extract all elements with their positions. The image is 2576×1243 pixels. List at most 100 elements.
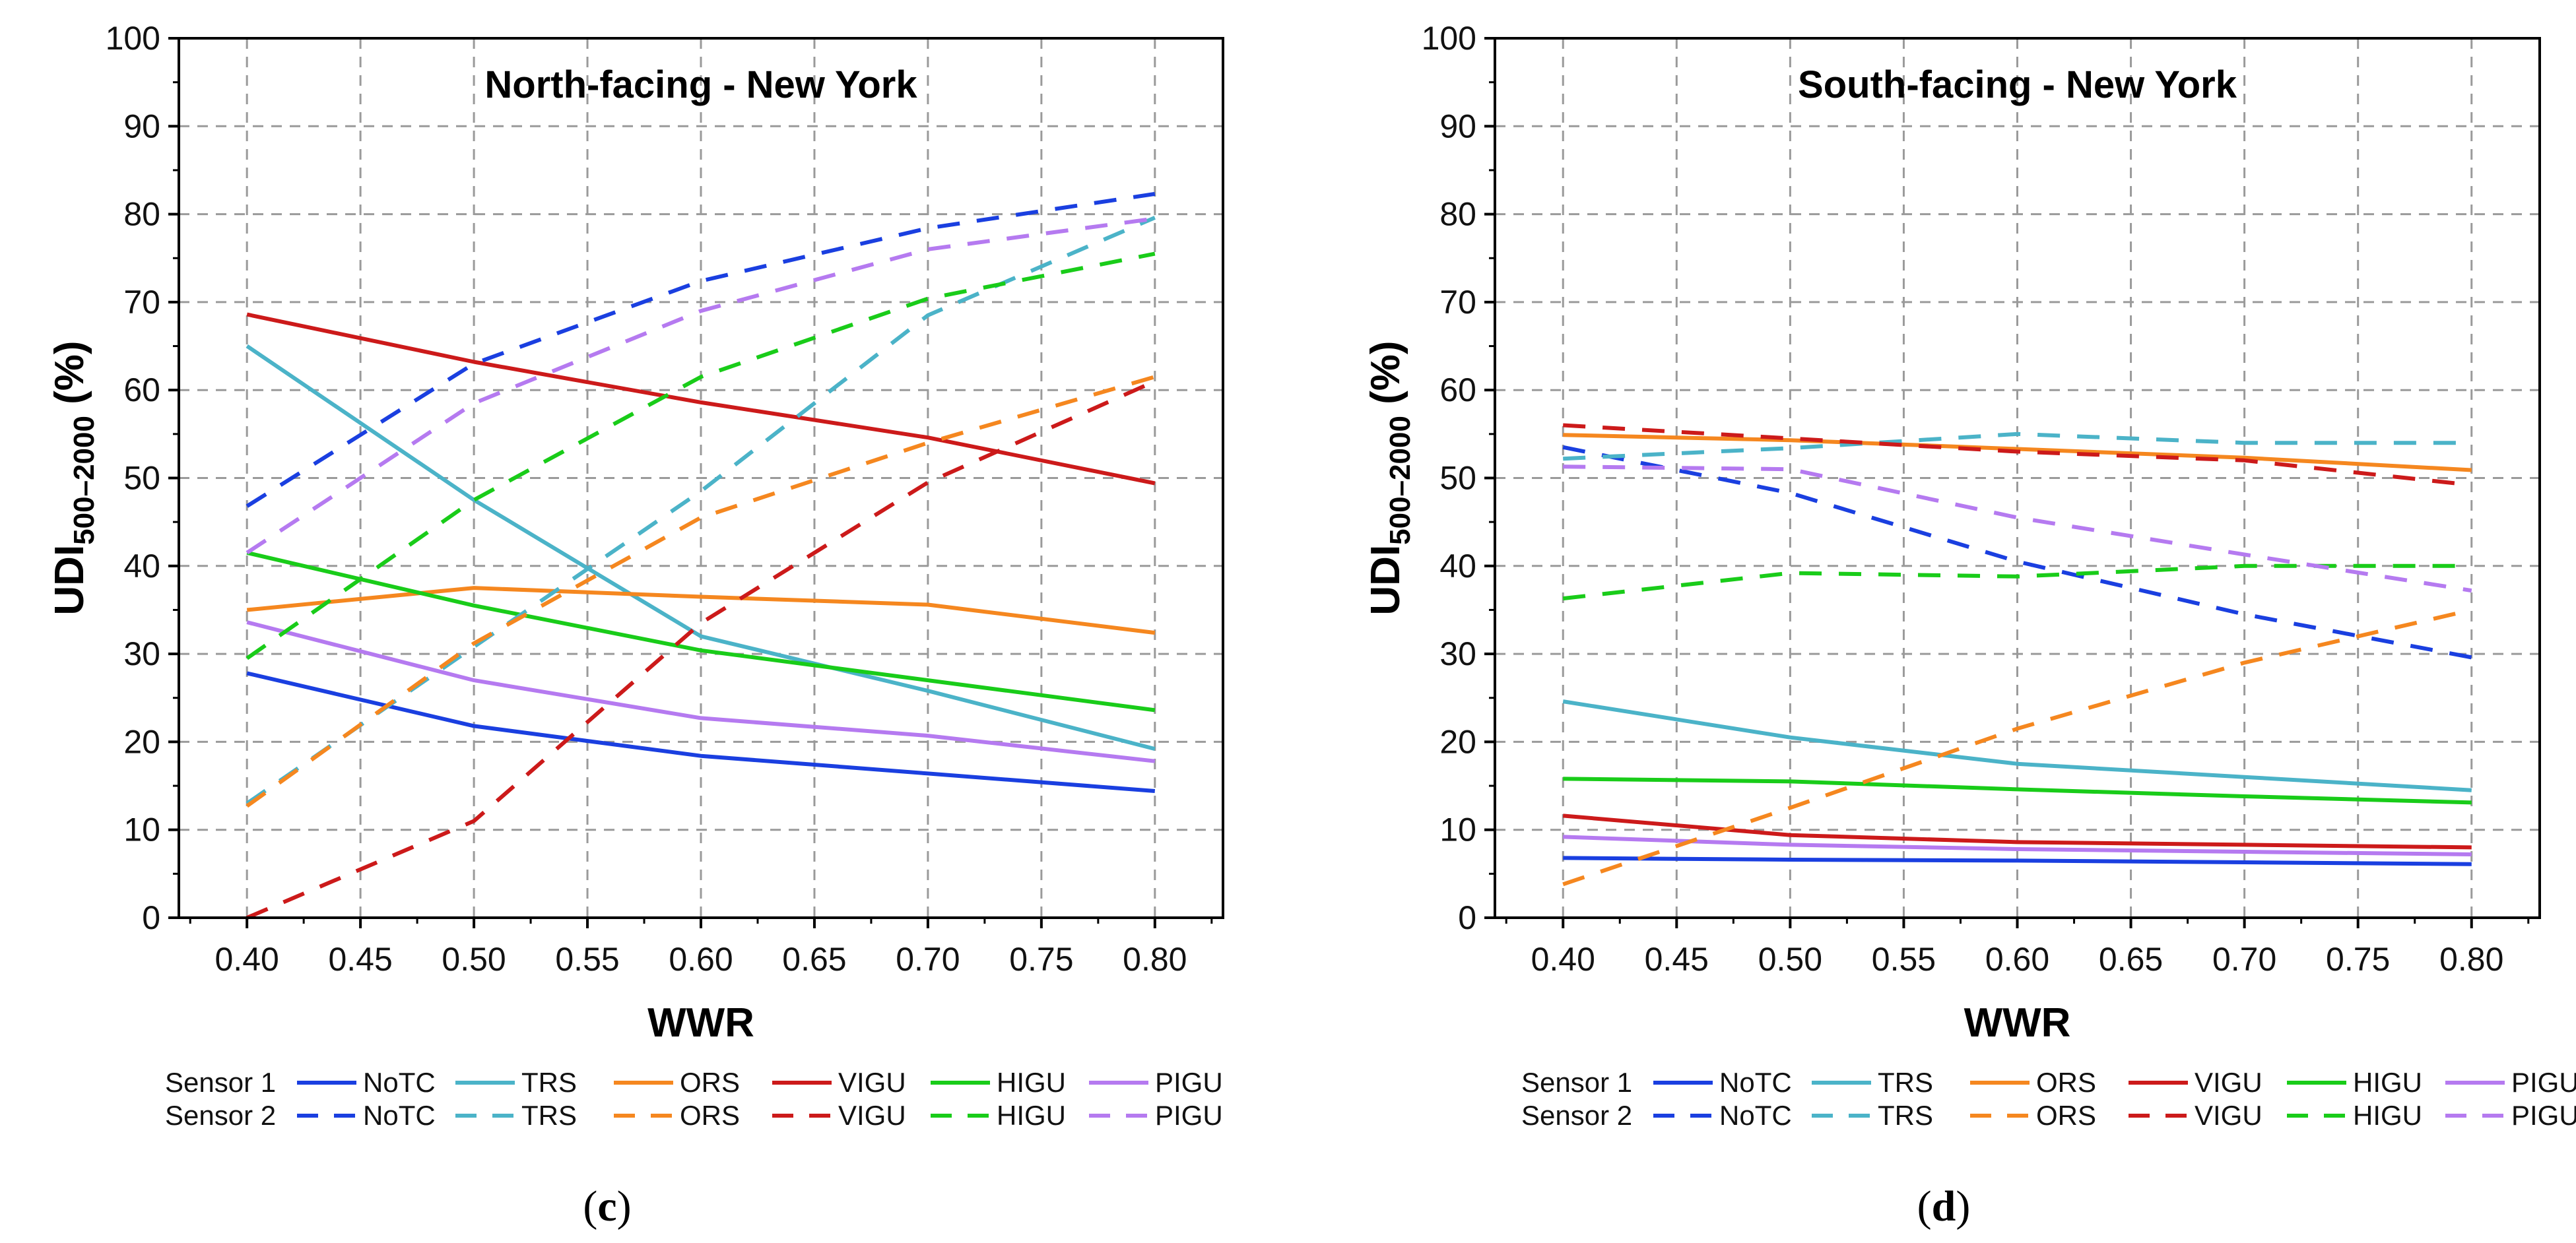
legend-entry-notc: NoTC: [363, 1100, 436, 1131]
y-tick-label: 50: [1439, 460, 1476, 497]
legend-row-label: Sensor 1: [1521, 1067, 1632, 1098]
panel-label: (c): [583, 1182, 631, 1230]
y-tick-label: 20: [1439, 723, 1476, 760]
panel-label-letter: d: [1932, 1182, 1956, 1230]
x-tick-label: 0.40: [1531, 941, 1595, 978]
y-tick-label: 80: [123, 196, 160, 233]
x-tick-label: 0.75: [1009, 941, 1073, 978]
series-line-pigu-sensor1: [246, 620, 1156, 763]
x-tick-label: 0.40: [215, 941, 279, 978]
legend-entry-notc: NoTC: [1719, 1067, 1792, 1098]
y-axis-title: UDI500–2000 (%): [47, 340, 100, 615]
legend-entry-pigu: PIGU: [2511, 1100, 2576, 1131]
y-tick-label: 40: [1439, 548, 1476, 585]
x-tick-label: 0.55: [555, 941, 619, 978]
panel-label-open: (: [583, 1182, 597, 1230]
series-line-ors-sensor2: [1562, 608, 2472, 887]
panel-label-open: (: [1917, 1182, 1932, 1230]
legend-entry-pigu: PIGU: [1155, 1100, 1223, 1131]
legend-entry-ors: ORS: [680, 1067, 740, 1098]
legend-entry-higu: HIGU: [997, 1067, 1066, 1098]
x-tick-label: 0.55: [1872, 941, 1936, 978]
legend-entry-trs: TRS: [521, 1067, 577, 1098]
x-tick-label: 0.60: [1985, 941, 2049, 978]
x-tick-label: 0.65: [2099, 941, 2163, 978]
series-line-higu-sensor2: [246, 251, 1156, 660]
legend-row-label: Sensor 2: [1521, 1100, 1632, 1131]
y-tick-label: 80: [1439, 196, 1476, 233]
x-tick-label: 0.80: [1123, 941, 1187, 978]
y-tick-label: 70: [1439, 284, 1476, 321]
series-line-higu-sensor1: [1563, 777, 2472, 805]
chart-title: North-facing - New York: [484, 63, 917, 106]
series-line-vigu-sensor1: [246, 312, 1156, 486]
series-line-notc-sensor2: [246, 191, 1156, 508]
chart-panel-c: 0 10 20 30 40 50 60 70 80 90 100 0.40 0.45 0.50 0.55 0.…: [47, 20, 1224, 1230]
legend-entry-pigu: PIGU: [2511, 1067, 2576, 1098]
series-line-pigu-sensor2: [1563, 464, 2472, 593]
legend-entry-notc: NoTC: [363, 1067, 436, 1098]
y-axis-title-subscript: 500–2000: [1384, 416, 1416, 545]
x-tick-label: 0.50: [442, 941, 506, 978]
x-tick-label: 0.45: [1645, 941, 1709, 978]
chart-title: South-facing - New York: [1798, 63, 2237, 106]
legend: Sensor 1 NoTC TRS ORS VIGU HIGU PIGU Sensor 2 No…: [165, 1067, 1223, 1131]
series-line-pigu-sensor1: [1563, 835, 2472, 856]
y-tick-label: 100: [106, 20, 160, 57]
y-axis-title-main: UDI: [1363, 545, 1408, 616]
y-tick-label: 10: [1439, 812, 1476, 848]
y-axis-title-unit: (%): [47, 340, 92, 416]
series-line-pigu-sensor2: [246, 216, 1156, 555]
y-tick-label: 30: [1439, 635, 1476, 672]
series-line-trs-sensor1: [1562, 699, 2472, 792]
y-tick-label: 0: [142, 899, 160, 936]
y-tick-label: 50: [123, 460, 160, 497]
legend-entry-higu: HIGU: [2353, 1067, 2422, 1098]
y-tick-label: 10: [123, 812, 160, 848]
series-line-notc-sensor1: [1563, 856, 2472, 866]
x-tick-label: 0.60: [669, 941, 733, 978]
legend-entry-trs: TRS: [521, 1100, 577, 1131]
x-tick-label: 0.45: [328, 941, 392, 978]
series-line-ors-sensor1: [246, 586, 1156, 635]
series-line-trs-sensor1: [246, 344, 1156, 751]
series-line-trs-sensor2: [1563, 431, 2472, 461]
x-tick-label: 0.80: [2439, 941, 2503, 978]
y-tick-label: 40: [123, 548, 160, 585]
y-axis-title: UDI500–2000 (%): [1363, 340, 1416, 615]
y-tick-label: 60: [1439, 371, 1476, 408]
legend-entry-vigu: VIGU: [2195, 1067, 2262, 1098]
x-tick-label: 0.50: [1758, 941, 1822, 978]
series-line-vigu-sensor1: [1562, 813, 2472, 850]
series-line-notc-sensor1: [246, 671, 1156, 793]
x-tick-label: 0.65: [782, 941, 846, 978]
y-tick-label: 60: [123, 371, 160, 408]
x-tick-label: 0.70: [896, 941, 960, 978]
legend-entry-ors: ORS: [2036, 1100, 2096, 1131]
legend-entry-higu: HIGU: [2353, 1100, 2422, 1131]
legend-entry-ors: ORS: [680, 1100, 740, 1131]
y-axis-title-main: UDI: [47, 545, 92, 616]
panel-label: (d): [1917, 1182, 1971, 1230]
legend-row-label: Sensor 1: [165, 1067, 276, 1098]
y-tick-label: 100: [1422, 20, 1476, 57]
y-axis-title-subscript: 500–2000: [68, 416, 100, 545]
y-tick-label: 30: [123, 635, 160, 672]
legend: Sensor 1 NoTC TRS ORS VIGU HIGU PIGU Sensor 2 No…: [1521, 1067, 2576, 1131]
x-axis-title: WWR: [1964, 1000, 2071, 1046]
legend-entry-ors: ORS: [2036, 1067, 2096, 1098]
legend-row-label: Sensor 2: [165, 1100, 276, 1131]
x-axis-title: WWR: [647, 1000, 754, 1046]
legend-entry-vigu: VIGU: [2195, 1100, 2262, 1131]
series-line-vigu-sensor2: [1563, 423, 2472, 488]
legend-entry-higu: HIGU: [997, 1100, 1066, 1131]
y-tick-label: 0: [1458, 899, 1476, 936]
panel-label-close: ): [617, 1182, 632, 1230]
legend-entry-vigu: VIGU: [838, 1100, 906, 1131]
legend-entry-notc: NoTC: [1719, 1100, 1792, 1131]
legend-entry-vigu: VIGU: [838, 1067, 906, 1098]
y-tick-label: 20: [123, 723, 160, 760]
panel-label-close: ): [1956, 1182, 1970, 1230]
series-line-vigu-sensor2: [246, 379, 1156, 920]
